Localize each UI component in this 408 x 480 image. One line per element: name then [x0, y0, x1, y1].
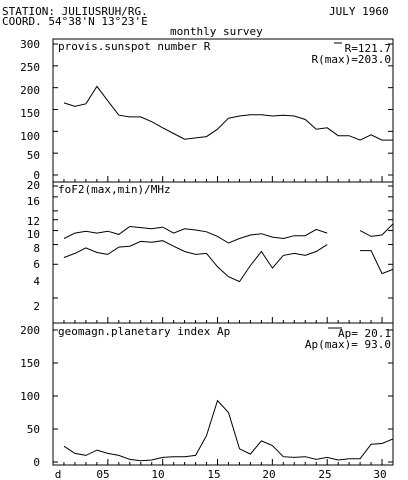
y-tick-label: 100 [20, 390, 40, 403]
y-tick-label: 0 [33, 169, 40, 182]
annotation-ap-max: Ap(max)= 93.0 [305, 338, 391, 351]
series-layer [53, 43, 394, 465]
panel-title-sunspot: provis.sunspot number R [58, 40, 211, 53]
x-tick-label: 05 [96, 468, 109, 480]
x-tick-label: d [55, 468, 62, 480]
y-tick-label: 6 [33, 258, 40, 271]
survey-label: monthly survey [170, 25, 263, 38]
series-line-panel2-0 [63, 399, 394, 462]
y-ticks-fof2: 20 16 12 10 8 6 4 2 [27, 179, 41, 313]
y-tick-label: 50 [27, 423, 40, 436]
y-tick-label: 200 [20, 84, 40, 97]
annotation-sunspot-mean: R=121.7 [345, 42, 391, 55]
series-line-panel1-0 [359, 223, 394, 237]
y-tick-label: 50 [27, 149, 40, 162]
series-line-panel0-0 [63, 85, 393, 141]
y-tick-label: 4 [33, 275, 40, 288]
y-tick-label: 20 [27, 179, 40, 192]
panel-title-ap: geomagn.planetary index Ap [58, 325, 230, 338]
annotation-ap-mean: Ap= 20.1 [338, 327, 391, 340]
station-label: STATION: JULIUSRUH/RG. [2, 5, 148, 18]
y-tick-label: 12 [27, 215, 40, 228]
y-tick-label: 8 [33, 242, 40, 255]
x-ticks: d 05 10 15 20 25 30 [55, 468, 387, 480]
y-ticks-sunspot: 300 250 200 150 100 50 0 [20, 38, 40, 182]
y-tick-label: 16 [27, 195, 40, 208]
y-tick-label: 10 [27, 228, 40, 241]
y-tick-label: 0 [33, 456, 40, 469]
x-tick-label: 10 [151, 468, 164, 480]
x-tick-label: 15 [207, 468, 220, 480]
x-tick-label: 20 [262, 468, 275, 480]
x-tick-label: 25 [318, 468, 331, 480]
y-ticks-ap: 200 150 100 50 0 [20, 324, 40, 469]
series-line-panel1-0 [63, 225, 328, 244]
y-tick-label: 150 [20, 107, 40, 120]
y-tick-label: 150 [20, 357, 40, 370]
y-tick-label: 250 [20, 61, 40, 74]
y-tick-label: 300 [20, 38, 40, 51]
y-tick-label: 200 [20, 324, 40, 337]
y-tick-label: 100 [20, 130, 40, 143]
series-line-panel1-1 [360, 250, 394, 275]
series-line-panel1-1 [63, 240, 328, 283]
x-tick-label: 30 [373, 468, 386, 480]
date-label: JULY 1960 [329, 5, 389, 18]
panel-frame-fof2 [52, 181, 394, 324]
y-tick-label: 2 [33, 300, 40, 313]
coord-label: COORD. 54°38'N 13°23'E [2, 15, 148, 28]
panel-title-fof2: foF2(max,min)/MHz [58, 183, 171, 196]
panel-frame-ap [52, 322, 394, 466]
annotation-sunspot-max: R(max)=203.0 [312, 53, 391, 66]
